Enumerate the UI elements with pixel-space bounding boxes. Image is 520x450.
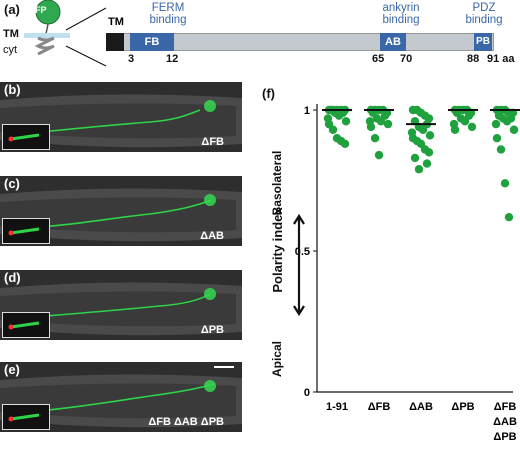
data-point — [460, 117, 470, 126]
data-point — [383, 119, 393, 129]
tm-box-label: TM — [108, 16, 124, 28]
pos-91: 91 aa — [487, 53, 515, 65]
panel-f-label: (f) — [262, 86, 275, 101]
data-point — [424, 148, 434, 157]
tm-segment — [106, 33, 124, 51]
y-tick-label: 1 — [304, 105, 310, 117]
data-point — [496, 145, 506, 154]
x-category-label: ΔFB — [494, 401, 517, 413]
data-point — [492, 134, 502, 143]
basolateral-label: Basolateral — [270, 150, 284, 216]
apical-label: Apical — [270, 341, 284, 378]
panel-b-label: (b) — [4, 82, 21, 97]
y-tick-label: 0.5 — [295, 246, 310, 258]
tm-label: TM — [3, 28, 19, 40]
ankyrin-binding-label: ankyrin binding — [382, 2, 420, 26]
construct-tag: ΔFB ΔAB ΔPB — [148, 416, 224, 428]
pos-12: 12 — [166, 53, 179, 65]
micrograph-c: ΔAB — [0, 176, 242, 246]
fb-segment: FB — [130, 33, 174, 51]
construct-tag: ΔPB — [200, 324, 224, 336]
scale-bar — [214, 366, 234, 368]
micrograph-d: ΔPB — [0, 270, 242, 340]
zoom-lines — [65, 7, 107, 67]
y-tick-label: 0 — [304, 387, 310, 399]
cyt-label: cyt — [3, 44, 18, 56]
ferm-binding-label: FERM binding — [149, 2, 187, 26]
data-point — [328, 125, 338, 134]
construct-tag: ΔAB — [200, 230, 224, 242]
panel-e-label: (e) — [4, 362, 20, 377]
data-point — [491, 119, 501, 129]
inset-zoom — [2, 218, 50, 244]
data-point — [376, 117, 386, 126]
panel-a-label: (a) — [4, 2, 20, 17]
panel-d-label: (d) — [4, 270, 21, 285]
data-point — [340, 139, 350, 149]
data-point — [425, 131, 435, 140]
ab-segment: AB — [380, 33, 406, 51]
data-point — [422, 159, 432, 168]
gfp-label: GFP — [28, 5, 47, 15]
x-category-label: ΔPB — [493, 431, 516, 443]
data-point — [334, 111, 344, 120]
data-point — [370, 134, 380, 143]
x-category-label: ΔFB — [368, 401, 391, 413]
data-point — [467, 122, 477, 132]
x-category-label: ΔAB — [493, 416, 517, 428]
protein-schematic — [24, 0, 70, 60]
panel-c-label: (c) — [4, 176, 20, 191]
data-point — [502, 117, 512, 126]
pb-segment: PB — [474, 33, 492, 51]
data-point — [504, 212, 514, 222]
data-point — [450, 125, 460, 134]
pos-65: 65 — [372, 53, 385, 65]
x-category-label: 1-91 — [326, 401, 348, 413]
pos-70: 70 — [400, 53, 413, 65]
construct-tag: ΔFB — [201, 136, 224, 148]
inset-zoom — [2, 404, 50, 430]
x-category-label: ΔPB — [451, 401, 474, 413]
pos-3: 3 — [128, 53, 135, 65]
data-point — [366, 122, 376, 132]
inset-zoom — [2, 124, 50, 150]
data-point — [509, 125, 519, 134]
pdz-binding-label: PDZ binding — [465, 2, 503, 26]
polarity-chart: 0 0.5 1 1-91 ΔFB ΔAB ΔPB ΔFB ΔAB ΔPB — [293, 104, 520, 443]
data-point — [341, 117, 351, 126]
data-point — [500, 179, 510, 188]
double-arrow — [293, 213, 305, 317]
data-point — [410, 153, 420, 163]
inset-zoom — [2, 312, 50, 338]
data-point — [374, 150, 384, 160]
micrograph-b: ΔFB — [0, 82, 242, 152]
data-point — [418, 125, 428, 134]
data-point — [414, 165, 424, 174]
pos-88: 88 — [467, 53, 480, 65]
micrograph-e: ΔFB ΔAB ΔPB — [0, 362, 242, 432]
x-category-label: ΔAB — [409, 401, 433, 413]
